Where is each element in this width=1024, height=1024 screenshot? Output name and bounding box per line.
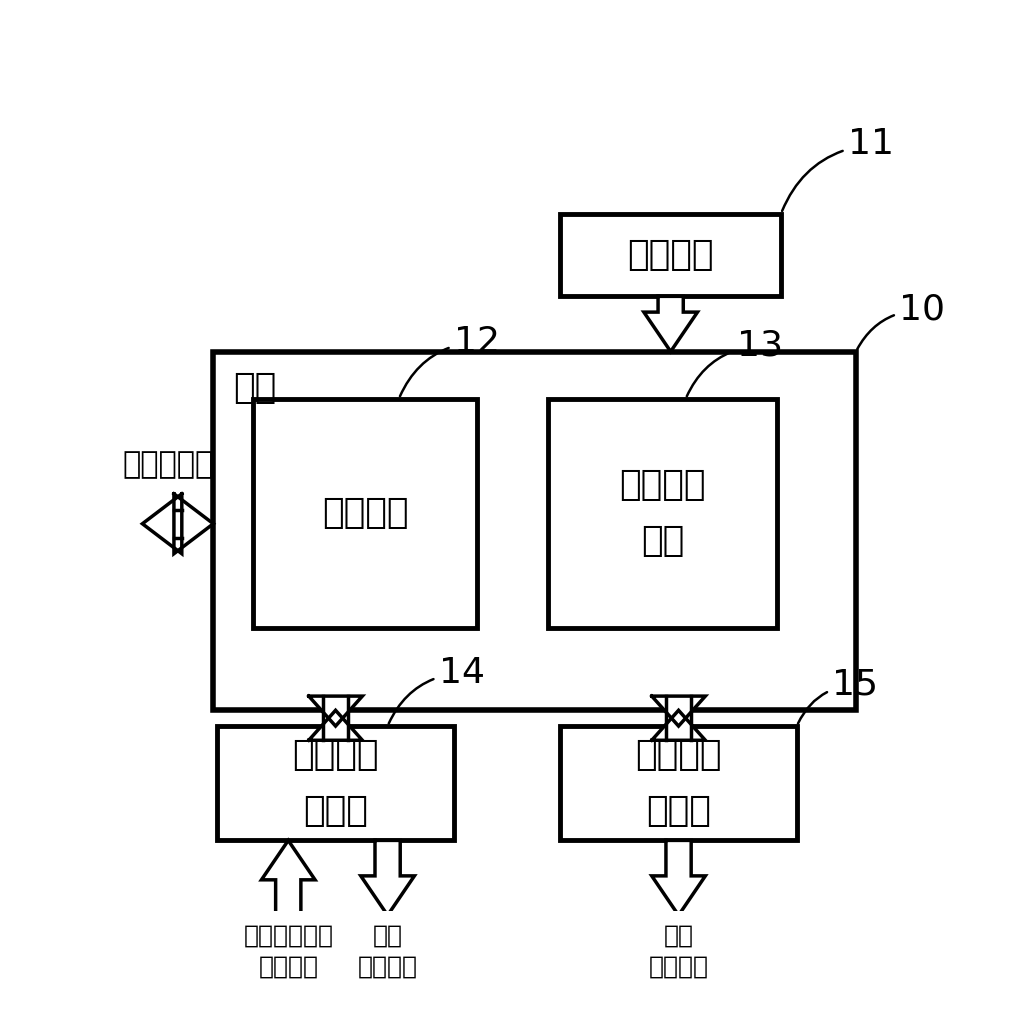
Text: 11: 11 — [782, 127, 894, 211]
Text: 第一输入
输出板: 第一输入 输出板 — [292, 738, 379, 828]
Polygon shape — [651, 696, 706, 726]
Bar — [213, 351, 856, 711]
Bar — [560, 214, 781, 296]
Polygon shape — [309, 711, 362, 740]
Polygon shape — [142, 494, 182, 554]
Text: 以太网接口: 以太网接口 — [123, 451, 214, 479]
Text: 主板: 主板 — [233, 372, 276, 406]
Text: 13: 13 — [687, 329, 783, 396]
Text: 10: 10 — [857, 293, 945, 349]
Text: 触发: 触发 — [373, 924, 402, 947]
Polygon shape — [360, 841, 415, 915]
Text: 时序产生
模块: 时序产生 模块 — [620, 468, 706, 558]
Bar — [217, 726, 454, 841]
Bar — [560, 726, 797, 841]
Polygon shape — [651, 841, 706, 915]
Text: 触发: 触发 — [664, 924, 693, 947]
Polygon shape — [644, 296, 697, 351]
Text: 时钟输出: 时钟输出 — [357, 954, 418, 979]
Text: 时钟输出: 时钟输出 — [648, 954, 709, 979]
Bar — [549, 399, 777, 628]
Text: 第二输入
输出板: 第二输入 输出板 — [635, 738, 722, 828]
Bar — [666, 696, 691, 740]
Polygon shape — [261, 841, 315, 915]
Text: 急停输入: 急停输入 — [258, 954, 318, 979]
Polygon shape — [651, 711, 706, 740]
Polygon shape — [174, 494, 213, 554]
Bar — [253, 399, 477, 628]
Bar — [323, 696, 348, 740]
Text: 通讯模块: 通讯模块 — [322, 497, 409, 530]
Text: 触发、时钟、: 触发、时钟、 — [244, 924, 333, 947]
Bar — [174, 510, 182, 538]
Text: 15: 15 — [798, 668, 879, 724]
Text: 电源模块: 电源模块 — [628, 238, 714, 272]
Text: 12: 12 — [400, 325, 500, 396]
Polygon shape — [309, 696, 362, 726]
Text: 14: 14 — [389, 655, 484, 724]
